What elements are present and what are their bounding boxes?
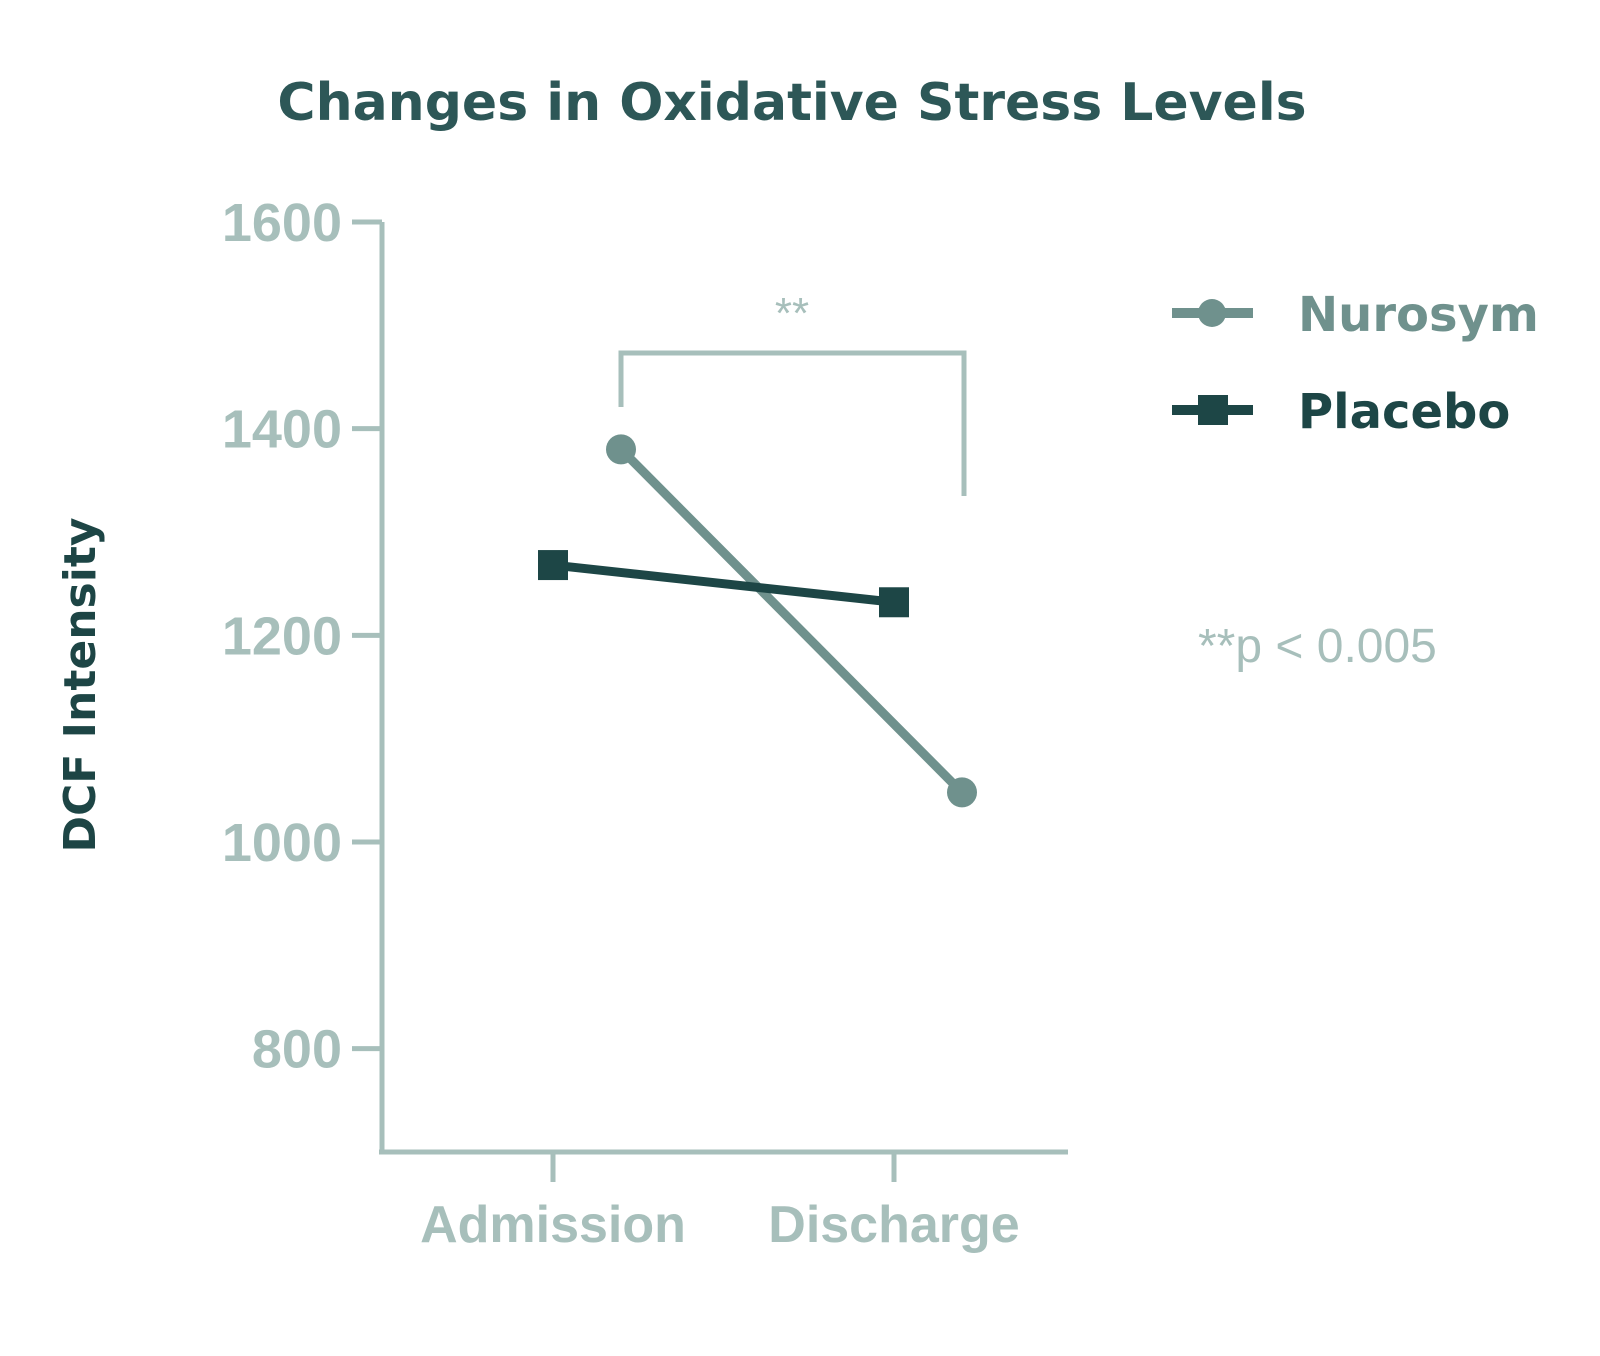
x-tick-label: Discharge xyxy=(768,1196,1019,1254)
data-point xyxy=(879,587,909,618)
legend-item-nurosym: Nurosym xyxy=(1172,287,1539,343)
legend-marker xyxy=(1198,299,1226,327)
y-tick-label: 1000 xyxy=(222,813,342,873)
legend-item-placebo: Placebo xyxy=(1172,384,1510,440)
y-tick-label: 800 xyxy=(252,1020,342,1080)
legend-label: Nurosym xyxy=(1298,287,1539,343)
series-line xyxy=(552,560,895,607)
legend-label: Placebo xyxy=(1298,384,1510,440)
y-tick-label: 1600 xyxy=(222,193,342,253)
chart-title: Changes in Oxidative Stress Levels xyxy=(277,73,1306,133)
data-point xyxy=(606,434,636,465)
significance-stars: ** xyxy=(775,289,809,338)
data-point xyxy=(947,777,977,808)
significance-bracket xyxy=(618,350,967,496)
legend-marker xyxy=(1198,395,1228,425)
p-value-note: **p < 0.005 xyxy=(1198,620,1437,673)
y-tick-label: 1400 xyxy=(222,400,342,460)
x-tick-label: Admission xyxy=(420,1196,686,1254)
series-placebo xyxy=(538,550,909,618)
axes: 800 1000 1200 1400 1600 Admission Discharge xyxy=(222,193,1068,1254)
plot-marks xyxy=(538,350,977,808)
y-tick-label: 1200 xyxy=(222,606,342,666)
data-point xyxy=(538,550,568,581)
series-line xyxy=(617,446,966,796)
legend: Nurosym Placebo xyxy=(1172,287,1539,440)
series-nurosym xyxy=(606,434,977,808)
y-axis-label: DCF Intensity xyxy=(55,517,106,852)
